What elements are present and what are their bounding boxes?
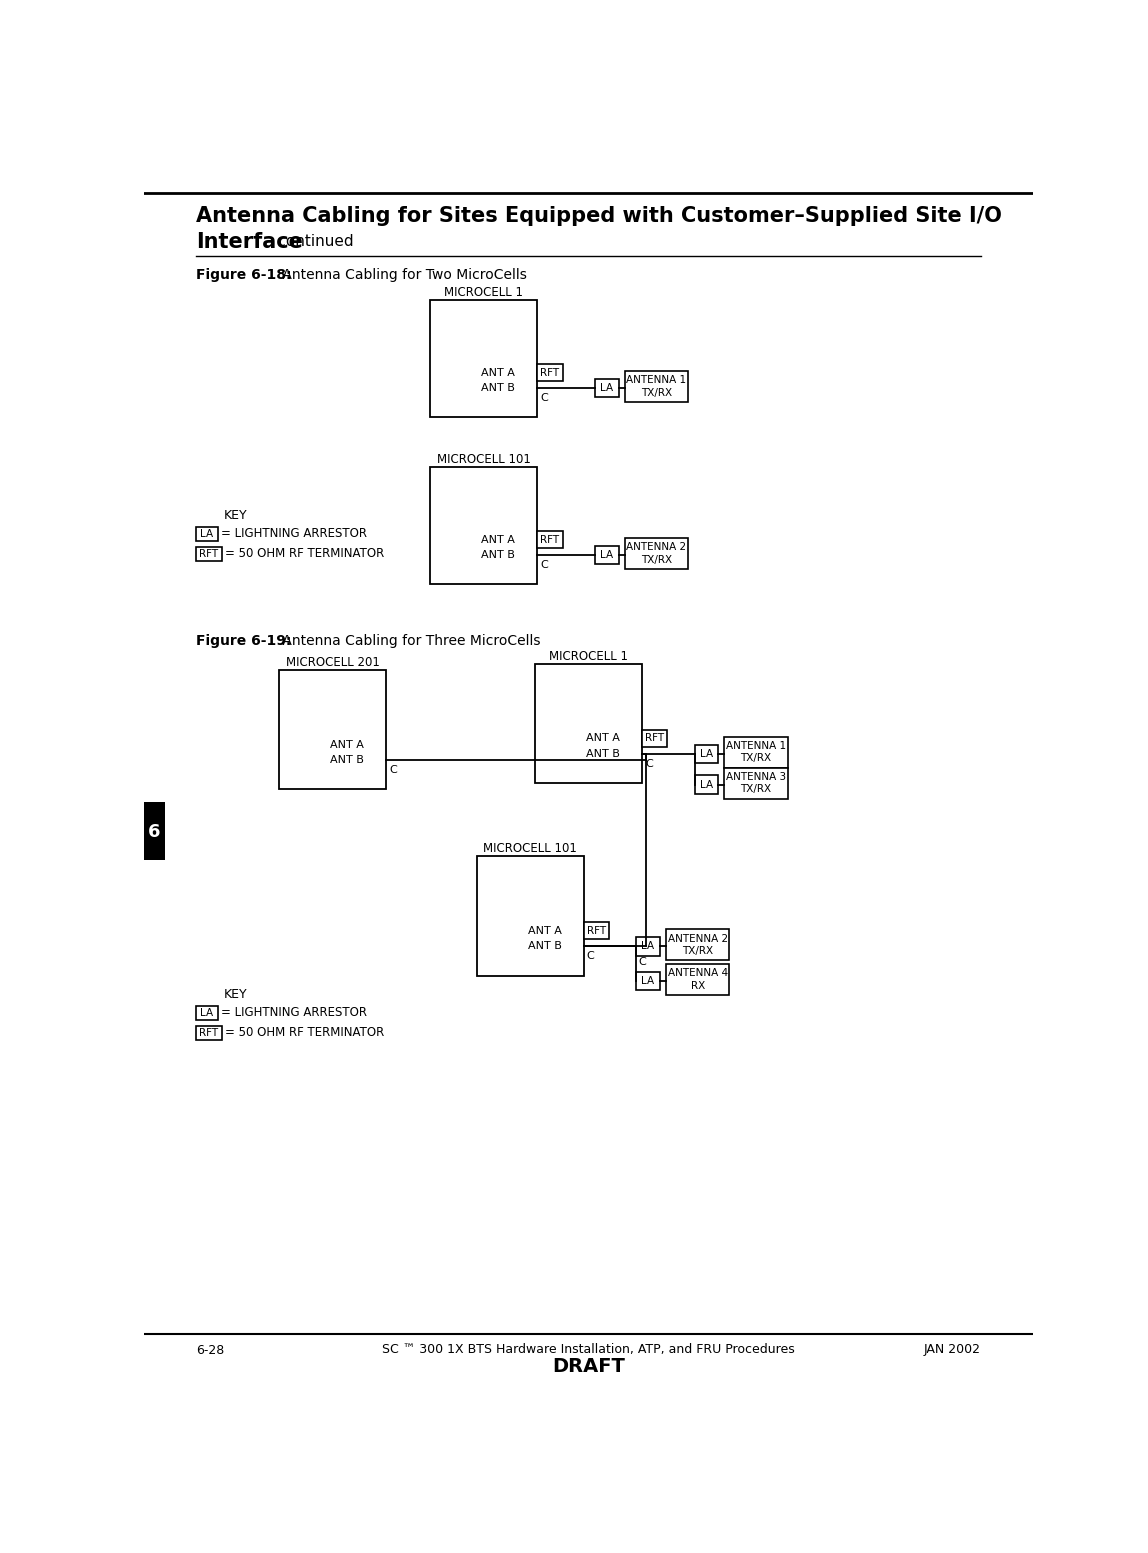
Bar (625, 539, 689, 568)
Bar (430, 467, 537, 584)
Text: LA: LA (600, 384, 613, 393)
Text: RX: RX (690, 980, 705, 991)
Text: ANT A: ANT A (331, 739, 364, 750)
Bar (144, 803, 165, 860)
Bar (596, 379, 619, 398)
Text: MICROCELL 1: MICROCELL 1 (549, 649, 628, 663)
Text: TX/RX: TX/RX (682, 946, 713, 957)
Text: Antenna Cabling for Three MicroCells: Antenna Cabling for Three MicroCells (278, 634, 540, 648)
Bar (596, 547, 619, 564)
Text: MICROCELL 1: MICROCELL 1 (444, 286, 523, 300)
Text: ANT A: ANT A (481, 534, 515, 545)
Text: C: C (541, 561, 548, 570)
Bar (583, 922, 610, 940)
Text: C: C (587, 952, 595, 961)
Text: LA: LA (600, 550, 613, 561)
Text: TX/RX: TX/RX (641, 554, 672, 565)
Text: JAN 2002: JAN 2002 (923, 1342, 980, 1356)
Text: LA: LA (699, 749, 713, 759)
Text: 6: 6 (148, 823, 161, 840)
Text: LA: LA (642, 975, 654, 986)
Bar (476, 856, 583, 975)
Bar (537, 531, 563, 548)
Bar (695, 775, 718, 794)
Text: C: C (541, 393, 548, 404)
Text: LA: LA (642, 941, 654, 952)
Bar (666, 929, 729, 960)
Text: ANTENNA 2: ANTENNA 2 (668, 933, 728, 944)
Bar (537, 365, 563, 380)
Bar (724, 767, 788, 798)
Bar (625, 371, 689, 402)
Text: C: C (645, 759, 653, 769)
Bar (196, 547, 222, 561)
Text: ANT A: ANT A (528, 926, 561, 936)
Text: C: C (638, 957, 646, 968)
Text: RFT: RFT (199, 1028, 218, 1037)
Text: = 50 OHM RF TERMINATOR: = 50 OHM RF TERMINATOR (225, 547, 385, 561)
Bar (279, 669, 386, 789)
Bar (695, 744, 718, 763)
Bar (196, 526, 218, 540)
Bar (196, 1006, 218, 1019)
Text: = LIGHTNING ARRESTOR: = LIGHTNING ARRESTOR (222, 526, 367, 540)
Text: 6-28: 6-28 (196, 1343, 225, 1357)
Text: ANTENNA 3: ANTENNA 3 (726, 772, 786, 783)
Text: MICROCELL 101: MICROCELL 101 (436, 453, 530, 466)
Text: Interface: Interface (196, 231, 303, 252)
Text: ANTENNA 2: ANTENNA 2 (627, 542, 687, 553)
Text: KEY: KEY (224, 509, 247, 522)
Text: Antenna Cabling for Sites Equipped with Customer–Supplied Site I/O: Antenna Cabling for Sites Equipped with … (196, 205, 1002, 225)
Text: ANTENNA 1: ANTENNA 1 (726, 741, 786, 752)
Text: Figure 6-19:: Figure 6-19: (196, 634, 292, 648)
Bar (196, 1025, 222, 1039)
Text: MICROCELL 201: MICROCELL 201 (286, 655, 380, 669)
Text: MICROCELL 101: MICROCELL 101 (483, 842, 577, 856)
Text: ANT B: ANT B (331, 755, 364, 766)
Text: LA: LA (699, 780, 713, 789)
Text: Figure 6-18:: Figure 6-18: (196, 269, 292, 283)
Text: ANT B: ANT B (585, 749, 620, 759)
Text: SC ™ 300 1X BTS Hardware Installation, ATP, and FRU Procedures: SC ™ 300 1X BTS Hardware Installation, A… (382, 1342, 794, 1356)
Text: LA: LA (201, 1008, 214, 1017)
Text: KEY: KEY (224, 988, 247, 1002)
Bar (642, 730, 667, 747)
Text: ANTENNA 4: ANTENNA 4 (668, 969, 728, 978)
Text: RFT: RFT (587, 926, 606, 936)
Text: DRAFT: DRAFT (552, 1357, 625, 1376)
Bar (724, 738, 788, 767)
Text: ANT B: ANT B (481, 550, 515, 561)
Bar (430, 300, 537, 418)
Text: TX/RX: TX/RX (740, 784, 771, 794)
Text: ANT A: ANT A (481, 368, 515, 377)
Text: = LIGHTNING ARRESTOR: = LIGHTNING ARRESTOR (222, 1006, 367, 1019)
Text: LA: LA (201, 528, 214, 539)
Text: RFT: RFT (540, 534, 559, 545)
Text: TX/RX: TX/RX (641, 388, 672, 398)
Text: TX/RX: TX/RX (740, 753, 771, 764)
Text: ANT A: ANT A (585, 733, 620, 744)
Text: C: C (389, 766, 397, 775)
Bar (666, 964, 729, 995)
Text: RFT: RFT (540, 368, 559, 377)
Text: RFT: RFT (645, 733, 664, 744)
Bar (636, 972, 660, 991)
Bar (535, 663, 642, 783)
Text: = 50 OHM RF TERMINATOR: = 50 OHM RF TERMINATOR (225, 1027, 385, 1039)
Bar (636, 936, 660, 955)
Text: ANTENNA 1: ANTENNA 1 (627, 376, 687, 385)
Text: ANT B: ANT B (528, 941, 561, 952)
Text: Antenna Cabling for Two MicroCells: Antenna Cabling for Two MicroCells (278, 269, 527, 283)
Text: ANT B: ANT B (481, 384, 515, 393)
Text: RFT: RFT (199, 548, 218, 559)
Text: – continued: – continued (259, 235, 354, 250)
